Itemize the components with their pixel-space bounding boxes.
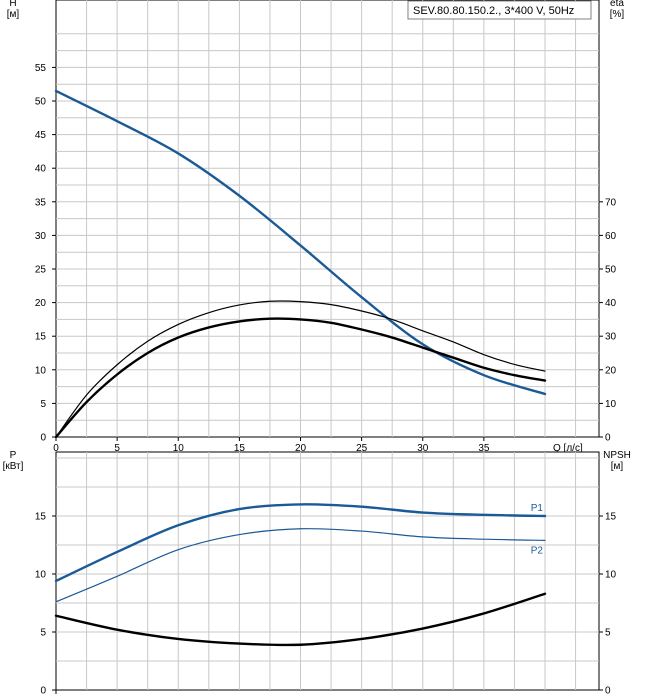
top-ytick-label: 10: [35, 365, 47, 376]
bottom-ytick-label: 10: [35, 570, 47, 581]
xtick-label: 25: [356, 443, 368, 454]
top-y2tick-label: 60: [605, 231, 617, 242]
bottom-curve-y2-2: [54, 592, 547, 647]
bottom-y-axis-title: P [кВт]: [3, 450, 24, 472]
bottom-curve-p2: [55, 528, 546, 603]
top-y2-axis-title: eta [%]: [610, 0, 625, 20]
top-y2tick-label: 70: [605, 197, 617, 208]
top-y2tick-label: 30: [605, 332, 617, 343]
xtick-label: 35: [478, 443, 490, 454]
top-panel: 0 5 10 15 20 25 30 35 40 45 50 55 0 10 20 30 40 50 60 70 0 5 1…: [7, 0, 625, 454]
top-curve-y-0: [54, 89, 547, 396]
top-curve-y2-2: [55, 300, 546, 438]
xtick-label: 0: [53, 443, 59, 454]
xtick-label: 5: [114, 443, 120, 454]
bottom-y2tick-label: 10: [605, 570, 617, 581]
bottom-y2-axis-title: NPSH [м]: [603, 450, 631, 472]
bottom-panel: 0 5 10 15 0 5 10 15 P [кВт] NPSH [м] P1 P2: [3, 450, 631, 697]
top-y2tick-label: 0: [605, 433, 611, 444]
top-ytick-label: 0: [40, 433, 46, 444]
series-label-p2: P2: [531, 545, 544, 556]
xtick-label: 30: [417, 443, 429, 454]
top-ytick-label: 5: [40, 399, 46, 410]
top-ytick-label: 35: [35, 197, 47, 208]
legend-box: SEV.80.80.150.2., 3*400 V, 50Hz: [407, 0, 592, 20]
top-ytick-label: 25: [35, 265, 47, 276]
bottom-y2tick-label: 5: [605, 628, 611, 639]
top-ytick-label: 20: [35, 298, 47, 309]
bottom-curve-p1: [54, 503, 547, 583]
top-ytick-label: 50: [35, 97, 47, 108]
top-y2tick-label: 20: [605, 365, 617, 376]
bottom-y2tick-label: 15: [605, 512, 617, 523]
bottom-y2tick-label: 0: [605, 686, 611, 697]
top-y-axis-title: H [м]: [7, 0, 20, 20]
top-ytick-label: 45: [35, 130, 47, 141]
top-ytick-label: 15: [35, 332, 47, 343]
top-y2tick-label: 40: [605, 298, 617, 309]
bottom-plot-frame: [55, 451, 600, 691]
top-curve-y-1: [54, 317, 547, 439]
top-ytick-label: 40: [35, 164, 47, 175]
bottom-ytick-label: 5: [40, 628, 46, 639]
xtick-label: 10: [173, 443, 185, 454]
top-ytick-label: 55: [35, 63, 47, 74]
legend-frame: [407, 0, 592, 20]
bottom-ytick-label: 15: [35, 512, 47, 523]
top-y2tick-label: 10: [605, 399, 617, 410]
xtick-label: 15: [234, 443, 246, 454]
top-y2tick-label: 50: [605, 265, 617, 276]
legend-model: SEV.80.80.150.2., 3*400 V, 50Hz: [413, 5, 574, 17]
x-axis-title: Q [л/с]: [553, 443, 583, 454]
bottom-ytick-label: 0: [40, 686, 46, 697]
top-ytick-label: 30: [35, 231, 47, 242]
xtick-label: 20: [295, 443, 307, 454]
series-label-p1: P1: [531, 503, 544, 514]
